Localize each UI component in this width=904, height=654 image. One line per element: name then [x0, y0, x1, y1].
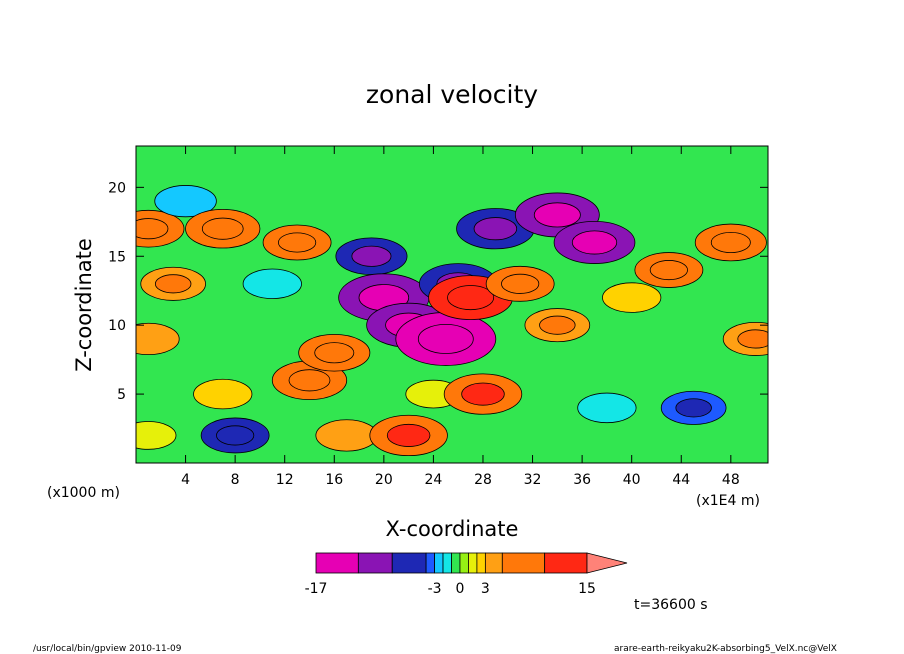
y-tick-label: 15 — [108, 249, 126, 265]
colorbar-label: 15 — [578, 581, 596, 597]
velocity-contour-core — [649, 260, 688, 281]
x-tick-label: 28 — [474, 472, 492, 488]
colorbar-segment — [315, 552, 359, 574]
velocity-contour-core — [501, 273, 540, 294]
colorbar-label: 3 — [481, 581, 490, 597]
velocity-contour-core — [473, 217, 518, 241]
velocity-contour — [136, 322, 180, 356]
velocity-contour — [193, 378, 253, 410]
y-axis-label: Z-coordinate — [72, 238, 96, 372]
colorbar-segment — [391, 552, 427, 574]
x-unit-label: (x1000 m) — [47, 485, 120, 501]
velocity-contour-core — [533, 202, 581, 228]
colorbar-label: -3 — [428, 581, 442, 597]
velocity-contour-core — [314, 342, 355, 364]
velocity-contour-core — [216, 425, 255, 446]
x-tick-label: 40 — [623, 472, 641, 488]
y-unit-label: (x1E4 m) — [696, 493, 760, 509]
y-axis: 5 10 15 20 — [108, 180, 768, 403]
velocity-contour-core — [710, 231, 751, 253]
velocity-contour — [154, 185, 217, 218]
x-tick-label: 48 — [722, 472, 740, 488]
x-tick-label: 8 — [231, 472, 240, 488]
y-tick-label: 10 — [108, 318, 126, 334]
x-tick-label: 12 — [276, 472, 294, 488]
x-tick-label: 4 — [181, 472, 190, 488]
colorbar-segment — [459, 552, 469, 574]
colorbar-extension-arrow — [586, 552, 628, 574]
velocity-contour-core — [675, 398, 712, 418]
velocity-field — [136, 185, 768, 457]
colorbar-segment — [501, 552, 546, 574]
x-tick-label: 36 — [573, 472, 591, 488]
colorbar-segment — [425, 552, 435, 574]
velocity-contour-core — [201, 217, 244, 240]
velocity-contour — [242, 268, 302, 300]
y-tick-label: 5 — [117, 387, 126, 403]
colorbar-segment — [484, 552, 503, 574]
velocity-contour — [315, 419, 378, 452]
colorbar-label: 0 — [456, 581, 465, 597]
chart-title: zonal velocity — [366, 80, 538, 109]
velocity-contour-core — [737, 329, 768, 349]
x-tick-label: 24 — [424, 472, 442, 488]
x-tick-label: 16 — [325, 472, 343, 488]
velocity-contour-core — [386, 423, 431, 447]
colorbar-segment — [544, 552, 588, 574]
colorbar-segment — [451, 552, 461, 574]
velocity-contour-core — [277, 232, 317, 253]
x-tick-label: 44 — [672, 472, 690, 488]
velocity-contour — [577, 392, 637, 424]
velocity-contour-core — [571, 230, 618, 255]
colorbar-segment — [468, 552, 478, 574]
colorbar-segment — [357, 552, 393, 574]
x-axis-label: X-coordinate — [386, 517, 519, 541]
colorbar — [315, 552, 628, 574]
plot-area — [136, 146, 768, 463]
plot-frame — [135, 145, 769, 464]
x-tick-label: 20 — [375, 472, 393, 488]
colorbar-segment — [434, 552, 444, 574]
velocity-contour — [136, 421, 177, 450]
footer-left: /usr/local/bin/gpview 2010-11-09 — [33, 644, 182, 654]
velocity-contour-core — [447, 285, 495, 311]
velocity-contour — [602, 282, 662, 313]
velocity-contour-core — [136, 218, 169, 240]
velocity-contour-core — [539, 315, 576, 335]
y-tick-label: 20 — [108, 180, 126, 196]
colorbar-label: -17 — [305, 581, 328, 597]
velocity-contour-core — [154, 274, 192, 294]
x-tick-label: 32 — [524, 472, 542, 488]
time-label: t=36600 s — [634, 597, 708, 613]
colorbar-labels: -17 -3 0 3 15 — [305, 581, 596, 597]
colorbar-segment — [476, 552, 486, 574]
velocity-contour-core — [351, 245, 392, 267]
velocity-contour-core — [288, 369, 331, 392]
x-axis: 4 8 12 16 20 24 28 32 36 40 44 48 — [181, 146, 740, 488]
colorbar-segment — [442, 552, 452, 574]
velocity-contour-core — [461, 382, 505, 406]
footer-right: arare-earth-reikyaku2K-absorbing5_VelX.n… — [614, 644, 837, 654]
velocity-contour-core — [417, 323, 474, 354]
